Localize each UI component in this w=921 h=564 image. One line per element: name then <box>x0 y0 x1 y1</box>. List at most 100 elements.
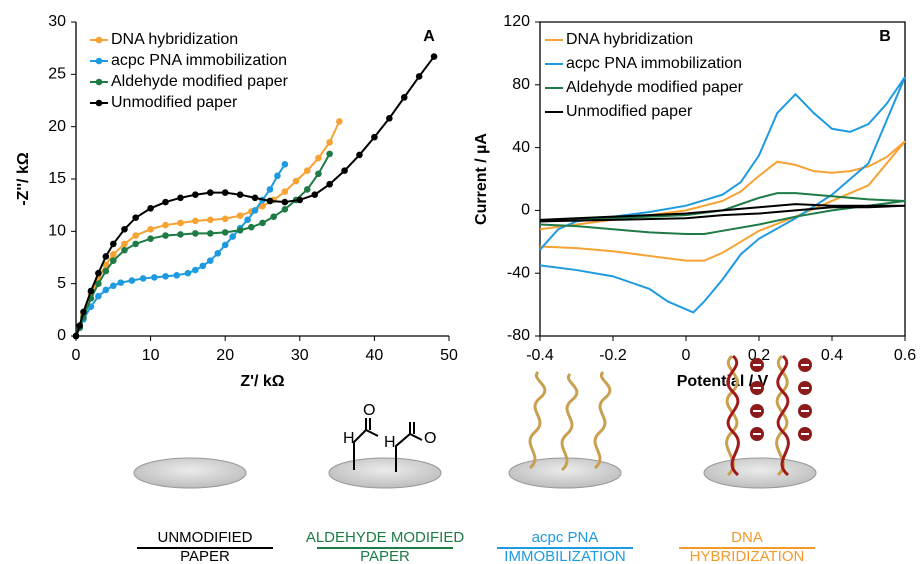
data-point <box>184 269 192 277</box>
x-tick-label: 10 <box>142 347 160 364</box>
data-point <box>251 207 259 214</box>
data-point <box>281 188 289 195</box>
data-point <box>102 286 110 294</box>
paper-disk <box>328 457 442 489</box>
data-point <box>326 150 333 158</box>
series-line <box>75 121 341 337</box>
data-point <box>311 191 319 198</box>
data-point <box>229 233 236 240</box>
chart: 0 5 10 15 20 25 30 0 10 20 30 40 50 Z'/ kΩ -Z''/ kΩ A DN… <box>15 13 458 390</box>
data-point <box>147 225 154 233</box>
legend-label: acpc PNA immobilization <box>566 55 742 72</box>
legend-label: acpc PNA immobilization <box>111 52 287 69</box>
data-point <box>162 221 169 229</box>
x-tick-label: 40 <box>366 347 384 364</box>
data-point <box>266 186 274 193</box>
y-tick-label: 10 <box>48 223 66 240</box>
data-point <box>132 240 139 248</box>
data-point <box>270 213 277 220</box>
legend-marker <box>95 57 103 65</box>
x-tick-label: 20 <box>216 347 234 364</box>
data-point <box>177 231 184 238</box>
data-point <box>162 273 169 280</box>
data-point <box>121 225 128 233</box>
y-axis-label: Current / µA <box>473 133 490 225</box>
x-tick-label: 50 <box>440 347 458 364</box>
data-point <box>415 73 423 80</box>
data-point <box>173 271 181 279</box>
data-point <box>177 194 184 202</box>
data-point <box>132 214 139 222</box>
data-point <box>236 212 244 219</box>
data-point <box>356 151 363 159</box>
panel-label: A <box>423 28 435 45</box>
data-point <box>206 230 214 237</box>
data-point <box>251 194 259 202</box>
data-point <box>192 230 199 237</box>
data-point <box>139 275 147 282</box>
data-point <box>281 161 289 168</box>
paper-disk <box>508 457 622 489</box>
data-point <box>147 205 154 212</box>
series-line <box>539 140 906 262</box>
dna-strands <box>725 354 790 477</box>
data-point <box>292 177 300 185</box>
data-point <box>76 322 84 329</box>
data-point <box>110 282 117 290</box>
y-axis-label: -Z''/ kΩ <box>15 152 32 206</box>
data-point <box>95 280 102 287</box>
data-point <box>192 217 199 225</box>
data-point <box>236 191 244 198</box>
step-label: HYBRIDIZATION <box>690 548 805 564</box>
data-point <box>102 261 110 269</box>
panel-label: B <box>879 28 891 45</box>
data-point <box>326 180 333 188</box>
x-tick-label: 0.6 <box>894 347 916 364</box>
x-tick-label: -0.2 <box>599 347 627 364</box>
aldehyde <box>395 422 423 472</box>
charges <box>750 358 812 441</box>
legend-label: Aldehyde modified paper <box>111 73 289 90</box>
data-point <box>110 240 117 248</box>
data-point <box>221 229 229 236</box>
paper-disk <box>133 457 247 489</box>
data-point <box>117 279 125 286</box>
data-point <box>430 53 438 60</box>
step-label: DNA <box>731 529 763 546</box>
data-point <box>236 226 244 234</box>
data-point <box>221 241 229 249</box>
pna-strands <box>528 370 612 472</box>
x-tick-label: 0.4 <box>821 347 843 364</box>
data-point <box>102 267 110 275</box>
paper-disk <box>703 457 817 489</box>
step-label: PAPER <box>360 548 410 564</box>
y-tick-label: 20 <box>48 118 66 135</box>
series-line <box>75 163 286 337</box>
legend-label: DNA hybridization <box>111 31 238 48</box>
data-point <box>296 196 304 204</box>
y-tick-label: 40 <box>512 139 530 156</box>
data-point <box>95 269 102 277</box>
series-line <box>539 76 906 314</box>
legend-label: Unmodified paper <box>111 94 238 111</box>
data-point <box>206 189 214 196</box>
step-label: UNMODIFIED <box>158 529 253 546</box>
data-point <box>162 232 169 239</box>
data-point <box>151 274 158 281</box>
data-point <box>192 191 199 198</box>
y-tick-label: 120 <box>503 13 530 30</box>
data-point <box>110 257 117 264</box>
atom-label: O <box>363 402 375 419</box>
x-tick-label: 30 <box>291 347 309 364</box>
data-point <box>259 219 266 227</box>
legend-marker <box>95 36 103 44</box>
data-point <box>147 235 154 242</box>
legend-marker <box>95 78 103 86</box>
y-tick-label: 80 <box>512 76 530 93</box>
diagram: H O H O UNMODIFIED PAPER ALDEHYDE MODIFIED… <box>133 354 817 564</box>
data-point <box>214 250 222 257</box>
data-point <box>266 197 274 205</box>
y-tick-label: 5 <box>57 275 66 292</box>
data-point <box>315 170 322 178</box>
legend-label: Unmodified paper <box>566 103 693 120</box>
